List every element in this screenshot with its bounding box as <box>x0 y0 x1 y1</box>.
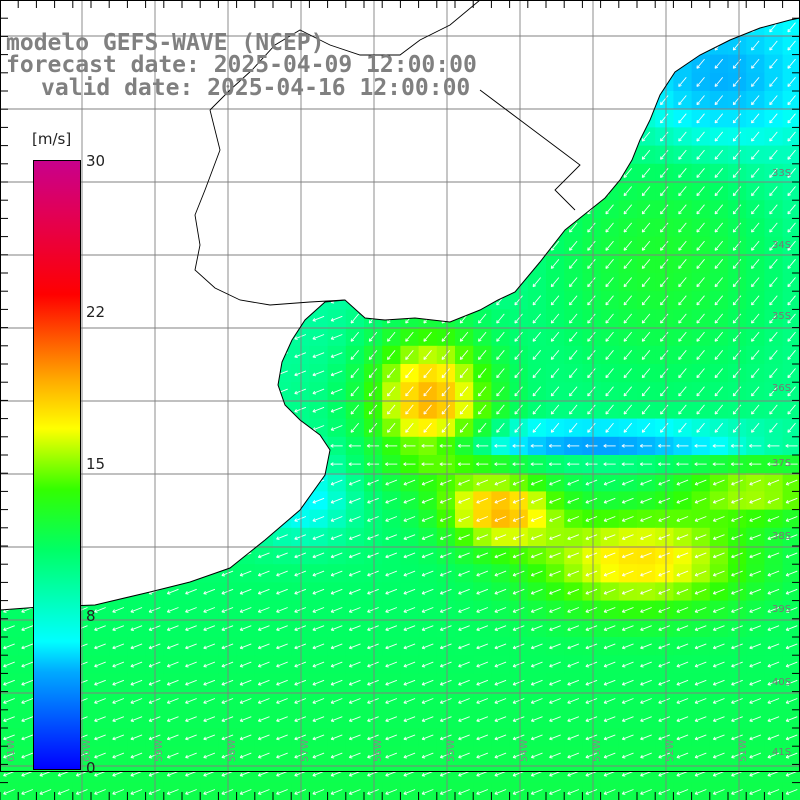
lon-label: 51W <box>738 739 749 762</box>
colorbar <box>33 160 81 770</box>
lon-label: 55W <box>446 739 457 762</box>
lat-label: 40S <box>772 677 791 688</box>
lat-label: 36S <box>772 383 791 394</box>
lat-label: 35S <box>772 311 791 322</box>
colorbar-legend: [m/s] 30 22 15 8 0 <box>0 0 110 800</box>
colorbar-unit: [m/s] <box>32 130 72 148</box>
colorbar-tick-22: 22 <box>86 303 106 321</box>
lon-label: 54W <box>519 739 530 762</box>
model-title: modelo GEFS-WAVE (NCEP) <box>6 30 325 56</box>
forecast-date: forecast date: 2025-04-09 12:00:00 <box>6 52 477 78</box>
lon-label: 58W <box>227 739 238 762</box>
lat-label: 34S <box>772 240 791 251</box>
valid-date: valid date: 2025-04-16 12:00:00 <box>41 75 471 101</box>
lon-label: 57W <box>300 739 311 762</box>
colorbar-tick-0: 0 <box>86 759 96 777</box>
lon-label: 61W <box>6 739 17 762</box>
lat-label: 39S <box>772 604 791 615</box>
lon-label: 59W <box>154 739 165 762</box>
colorbar-tick-30: 30 <box>86 152 106 170</box>
lat-label: 37S <box>772 458 791 469</box>
lon-label: 56W <box>373 739 384 762</box>
lon-label: 52W <box>665 739 676 762</box>
lon-label: 60W <box>82 739 93 762</box>
colorbar-tick-15: 15 <box>86 455 106 473</box>
lon-label: 53W <box>592 739 603 762</box>
lat-label: 33S <box>772 168 791 179</box>
lat-label: 38S <box>772 531 791 542</box>
colorbar-tick-8: 8 <box>86 607 96 625</box>
lat-label: 41S <box>772 747 791 758</box>
